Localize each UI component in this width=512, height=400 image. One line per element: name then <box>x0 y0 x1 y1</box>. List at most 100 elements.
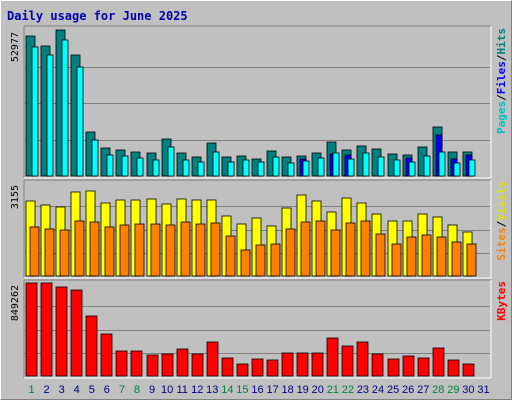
bar-kbytes-day-3 <box>55 286 68 377</box>
bar-pages-day-10 <box>167 146 175 177</box>
bar-sites-day-17 <box>270 243 281 277</box>
bar-sites-day-18 <box>285 228 296 277</box>
bar-pages-day-7 <box>121 155 129 177</box>
panels-layer: 52977Pages/Files/Hits3155Sites/Visits849… <box>10 25 508 379</box>
bar-sites-day-29 <box>451 241 462 277</box>
bar-kbytes-day-12 <box>191 353 204 377</box>
x-tick-label-12: 12 <box>191 384 203 396</box>
bar-sites-day-20 <box>315 220 326 277</box>
bar-kbytes-day-7 <box>115 350 128 377</box>
bar-sites-day-28 <box>436 236 447 277</box>
x-tick-label-6: 6 <box>104 384 110 396</box>
bar-kbytes-day-10 <box>161 353 174 377</box>
bar-pages-day-4 <box>76 66 84 177</box>
bar-sites-day-6 <box>104 226 115 277</box>
bar-sites-day-4 <box>74 220 85 277</box>
bar-sites-day-25 <box>391 243 402 277</box>
bar-pages-day-22 <box>347 158 355 177</box>
x-tick-label-2: 2 <box>44 384 50 396</box>
bar-kbytes-day-4 <box>70 289 83 377</box>
x-tick-label-24: 24 <box>372 384 384 396</box>
bar-kbytes-day-30 <box>462 363 475 377</box>
bar-sites-day-16 <box>255 244 266 277</box>
bar-kbytes-day-1 <box>25 282 38 377</box>
bar-kbytes-day-6 <box>100 333 113 377</box>
x-tick-label-10: 10 <box>161 384 173 396</box>
x-tick-label-17: 17 <box>266 384 278 396</box>
y-max-label: 3155 <box>10 185 21 209</box>
bar-kbytes-day-16 <box>251 358 264 377</box>
x-tick-label-7: 7 <box>119 384 125 396</box>
x-tick-label-31: 31 <box>477 384 489 396</box>
x-tick-label-13: 13 <box>206 384 218 396</box>
x-tick-label-22: 22 <box>342 384 354 396</box>
bar-pages-day-11 <box>182 159 190 177</box>
bar-pages-day-16 <box>257 161 265 177</box>
bar-sites-day-12 <box>195 223 206 277</box>
bar-pages-day-12 <box>197 161 205 177</box>
bar-kbytes-day-27 <box>417 357 430 377</box>
bar-sites-day-13 <box>210 222 221 277</box>
x-tick-label-18: 18 <box>282 384 294 396</box>
x-tick-label-4: 4 <box>74 384 80 396</box>
chart-title: Daily usage for June 2025 <box>7 9 188 23</box>
bar-sites-day-21 <box>330 229 341 277</box>
bar-pages-day-23 <box>362 152 370 177</box>
bar-sites-day-26 <box>406 236 417 277</box>
x-tick-label-14: 14 <box>221 384 233 396</box>
side-label-part: Hits <box>495 28 508 55</box>
bar-sites-day-8 <box>134 223 145 277</box>
bar-kbytes-day-8 <box>130 350 143 377</box>
side-label-part: Sites <box>495 227 508 260</box>
bar-sites-day-5 <box>89 221 100 277</box>
bar-kbytes-day-18 <box>281 352 294 377</box>
bar-kbytes-day-28 <box>432 347 445 377</box>
bar-pages-day-20 <box>317 157 325 177</box>
bar-pages-day-25 <box>393 159 401 177</box>
side-label-part: Visits <box>495 181 508 221</box>
x-tick-label-28: 28 <box>432 384 444 396</box>
bar-pages-day-6 <box>106 154 114 177</box>
bar-pages-day-15 <box>242 159 250 177</box>
y-max-label: 849262 <box>10 285 21 321</box>
bar-pages-day-26 <box>408 161 416 177</box>
bar-sites-day-14 <box>225 235 236 277</box>
bar-kbytes-day-25 <box>387 358 400 377</box>
bar-kbytes-day-26 <box>402 355 415 377</box>
x-tick-label-27: 27 <box>417 384 429 396</box>
x-tick-label-29: 29 <box>447 384 459 396</box>
bar-pages-day-13 <box>212 151 220 177</box>
bar-sites-day-23 <box>360 220 371 277</box>
side-label-part: / <box>495 94 508 101</box>
bar-kbytes-day-24 <box>371 353 384 377</box>
bar-kbytes-day-22 <box>341 345 354 377</box>
bar-kbytes-day-20 <box>311 352 324 377</box>
side-label-part: KBytes <box>495 281 508 321</box>
x-tick-label-21: 21 <box>327 384 339 396</box>
x-tick-label-26: 26 <box>402 384 414 396</box>
bar-kbytes-day-15 <box>236 363 249 377</box>
panel-visits-sites: 3155 Sites/Visits <box>10 179 508 279</box>
x-tick-label-9: 9 <box>149 384 155 396</box>
side-label-part: / <box>495 54 508 61</box>
x-tick-label-1: 1 <box>28 384 34 396</box>
bar-pages-day-5 <box>91 139 99 177</box>
bar-kbytes-day-29 <box>447 359 460 377</box>
x-tick-label-19: 19 <box>297 384 309 396</box>
bar-kbytes-day-2 <box>40 282 53 377</box>
bar-sites-day-10 <box>165 224 176 277</box>
bar-pages-day-19 <box>302 160 310 177</box>
bar-sites-day-22 <box>345 222 356 277</box>
bar-pages-day-29 <box>453 162 461 177</box>
side-label-part: Pages <box>495 101 508 134</box>
bar-pages-day-28 <box>438 151 446 177</box>
bar-sites-day-9 <box>150 223 161 277</box>
x-tick-label-25: 25 <box>387 384 399 396</box>
side-label-part: / <box>495 220 508 227</box>
bar-pages-day-2 <box>46 54 54 177</box>
bar-pages-day-21 <box>332 152 340 177</box>
y-max-label: 52977 <box>10 32 21 62</box>
x-tick-label-30: 30 <box>462 384 474 396</box>
x-tick-label-8: 8 <box>134 384 140 396</box>
